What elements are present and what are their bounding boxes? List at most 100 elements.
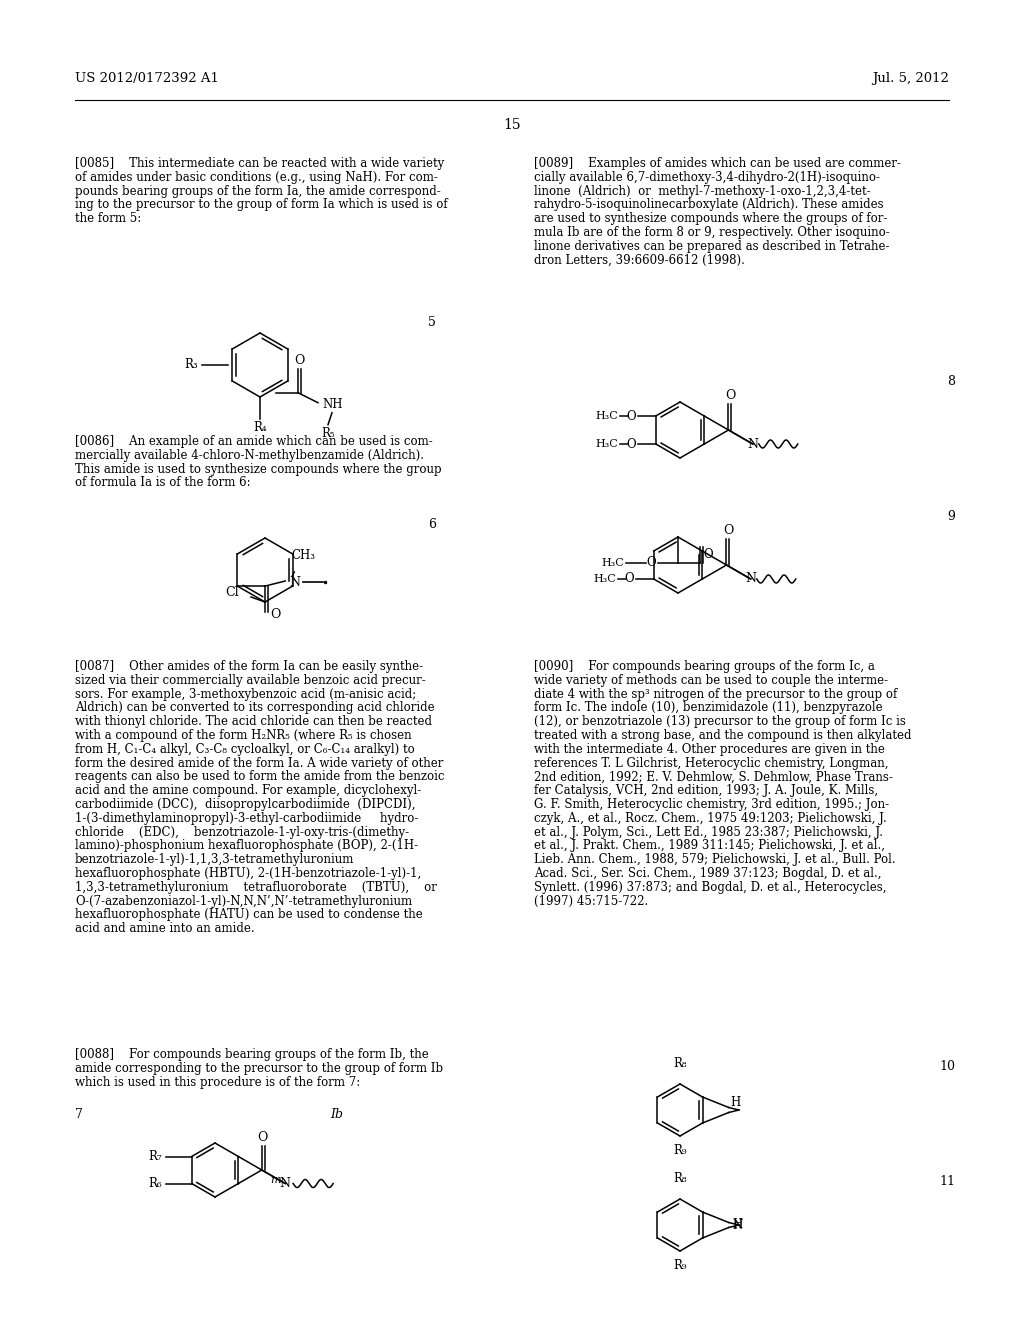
Text: hexafluorophosphate (HBTU), 2-(1H-benzotriazole-1-yl)-1,: hexafluorophosphate (HBTU), 2-(1H-benzot… (75, 867, 421, 880)
Text: acid and the amine compound. For example, dicyclohexyl-: acid and the amine compound. For example… (75, 784, 421, 797)
Text: O: O (725, 389, 735, 403)
Text: CH₃: CH₃ (291, 549, 315, 562)
Text: which is used in this procedure is of the form 7:: which is used in this procedure is of th… (75, 1076, 360, 1089)
Text: [0089]    Examples of amides which can be used are commer-: [0089] Examples of amides which can be u… (534, 157, 901, 170)
Text: [0085]    This intermediate can be reacted with a wide variety: [0085] This intermediate can be reacted … (75, 157, 444, 170)
Text: O: O (646, 557, 656, 569)
Text: R₇: R₇ (148, 1150, 162, 1163)
Text: 9: 9 (947, 510, 955, 523)
Text: R₄: R₄ (253, 421, 267, 434)
Text: US 2012/0172392 A1: US 2012/0172392 A1 (75, 73, 219, 84)
Text: linone derivatives can be prepared as described in Tetrahe-: linone derivatives can be prepared as de… (534, 240, 890, 253)
Text: Cl: Cl (225, 586, 239, 598)
Text: with the intermediate 4. Other procedures are given in the: with the intermediate 4. Other procedure… (534, 743, 885, 756)
Text: form the desired amide of the form Ia. A wide variety of other: form the desired amide of the form Ia. A… (75, 756, 443, 770)
Text: sized via their commercially available benzoic acid precur-: sized via their commercially available b… (75, 673, 426, 686)
Text: G. F. Smith, Heterocyclic chemistry, 3rd edition, 1995.; Jon-: G. F. Smith, Heterocyclic chemistry, 3rd… (534, 799, 889, 810)
Text: treated with a strong base, and the compound is then alkylated: treated with a strong base, and the comp… (534, 729, 911, 742)
Text: N: N (280, 1177, 291, 1191)
Text: N: N (290, 576, 300, 589)
Text: mula Ib are of the form 8 or 9, respectively. Other isoquino-: mula Ib are of the form 8 or 9, respecti… (534, 226, 890, 239)
Text: carbodiimide (DCC),  diisopropylcarbodiimide  (DIPCDI),: carbodiimide (DCC), diisopropylcarbodiim… (75, 799, 416, 810)
Text: R₆: R₆ (148, 1177, 162, 1191)
Text: 2nd edition, 1992; E. V. Dehmlow, S. Dehmlow, Phase Trans-: 2nd edition, 1992; E. V. Dehmlow, S. Deh… (534, 771, 893, 783)
Text: are used to synthesize compounds where the groups of for-: are used to synthesize compounds where t… (534, 213, 888, 226)
Text: H₃C: H₃C (595, 440, 617, 449)
Text: et al., J. Prakt. Chem., 1989 311:145; Pielichowski, J. et al.,: et al., J. Prakt. Chem., 1989 311:145; P… (534, 840, 885, 853)
Text: m: m (269, 1175, 281, 1185)
Text: dron Letters, 39:6609-6612 (1998).: dron Letters, 39:6609-6612 (1998). (534, 253, 744, 267)
Text: 1-(3-dimethylaminopropyl)-3-ethyl-carbodiimide     hydro-: 1-(3-dimethylaminopropyl)-3-ethyl-carbod… (75, 812, 419, 825)
Text: sors. For example, 3-methoxybenzoic acid (m-anisic acid;: sors. For example, 3-methoxybenzoic acid… (75, 688, 416, 701)
Text: NH: NH (322, 399, 342, 412)
Text: fer Catalysis, VCH, 2nd edition, 1993; J. A. Joule, K. Mills,: fer Catalysis, VCH, 2nd edition, 1993; J… (534, 784, 879, 797)
Text: N: N (745, 573, 757, 586)
Text: O: O (258, 1131, 268, 1144)
Text: 8: 8 (947, 375, 955, 388)
Text: O-(7-azabenzoniazol-1-yl)-N,N,N’,N’-tetramethyluronium: O-(7-azabenzoniazol-1-yl)-N,N,N’,N’-tetr… (75, 895, 412, 908)
Text: linone  (Aldrich)  or  methyl-7-methoxy-1-oxo-1,2,3,4-tet-: linone (Aldrich) or methyl-7-methoxy-1-o… (534, 185, 870, 198)
Text: mercially available 4-chloro-N-methylbenzamide (Aldrich).: mercially available 4-chloro-N-methylben… (75, 449, 424, 462)
Text: H₃C: H₃C (595, 411, 617, 421)
Text: (1997) 45:715-722.: (1997) 45:715-722. (534, 895, 648, 908)
Text: diate 4 with the sp³ nitrogen of the precursor to the group of: diate 4 with the sp³ nitrogen of the pre… (534, 688, 897, 701)
Text: chloride    (EDC),    benzotriazole-1-yl-oxy-tris-(dimethy-: chloride (EDC), benzotriazole-1-yl-oxy-t… (75, 825, 410, 838)
Text: O: O (294, 354, 304, 367)
Text: 5: 5 (428, 315, 436, 329)
Text: R₉: R₉ (673, 1259, 687, 1272)
Text: H₃C: H₃C (593, 574, 615, 583)
Text: with thionyl chloride. The acid chloride can then be reacted: with thionyl chloride. The acid chloride… (75, 715, 432, 729)
Text: Lieb. Ann. Chem., 1988, 579; Pielichowski, J. et al., Bull. Pol.: Lieb. Ann. Chem., 1988, 579; Pielichowsk… (534, 853, 896, 866)
Text: R₃: R₃ (184, 359, 198, 371)
Text: [0086]    An example of an amide which can be used is com-: [0086] An example of an amide which can … (75, 436, 433, 447)
Text: O: O (703, 549, 713, 561)
Text: R₅: R₅ (322, 426, 335, 440)
Text: reagents can also be used to form the amide from the benzoic: reagents can also be used to form the am… (75, 771, 444, 783)
Text: references T. L Gilchrist, Heterocyclic chemistry, Longman,: references T. L Gilchrist, Heterocyclic … (534, 756, 889, 770)
Text: of amides under basic conditions (e.g., using NaH). For com-: of amides under basic conditions (e.g., … (75, 170, 438, 183)
Text: wide variety of methods can be used to couple the interme-: wide variety of methods can be used to c… (534, 673, 888, 686)
Text: R₈: R₈ (673, 1172, 687, 1185)
Text: Jul. 5, 2012: Jul. 5, 2012 (872, 73, 949, 84)
Text: ing to the precursor to the group of form Ia which is used is of: ing to the precursor to the group of for… (75, 198, 447, 211)
Text: the form 5:: the form 5: (75, 213, 141, 226)
Text: Synlett. (1996) 37:873; and Bogdal, D. et al., Heterocycles,: Synlett. (1996) 37:873; and Bogdal, D. e… (534, 880, 887, 894)
Text: czyk, A., et al., Rocz. Chem., 1975 49:1203; Pielichowski, J.: czyk, A., et al., Rocz. Chem., 1975 49:1… (534, 812, 887, 825)
Text: pounds bearing groups of the form Ia, the amide correspond-: pounds bearing groups of the form Ia, th… (75, 185, 440, 198)
Text: hexafluorophosphate (HATU) can be used to condense the: hexafluorophosphate (HATU) can be used t… (75, 908, 423, 921)
Text: of formula Ia is of the form 6:: of formula Ia is of the form 6: (75, 477, 251, 490)
Text: O: O (624, 573, 634, 586)
Text: from H, C₁-C₄ alkyl, C₃-C₈ cycloalkyl, or C₆-C₁₄ aralkyl) to: from H, C₁-C₄ alkyl, C₃-C₈ cycloalkyl, o… (75, 743, 415, 756)
Text: (12), or benzotriazole (13) precursor to the group of form Ic is: (12), or benzotriazole (13) precursor to… (534, 715, 906, 729)
Text: cially available 6,7-dimethoxy-3,4-dihydro-2(1H)-isoquino-: cially available 6,7-dimethoxy-3,4-dihyd… (534, 170, 880, 183)
Text: lamino)-phosphonium hexafluorophosphate (BOP), 2-(1H-: lamino)-phosphonium hexafluorophosphate … (75, 840, 418, 853)
Text: 1,3,3-tetramethyluronium    tetrafluoroborate    (TBTU),    or: 1,3,3-tetramethyluronium tetrafluorobora… (75, 880, 437, 894)
Text: [0087]    Other amides of the form Ia can be easily synthe-: [0087] Other amides of the form Ia can b… (75, 660, 423, 673)
Text: rahydro-5-isoquinolinecarboxylate (Aldrich). These amides: rahydro-5-isoquinolinecarboxylate (Aldri… (534, 198, 884, 211)
Text: R₉: R₉ (673, 1144, 687, 1158)
Text: O: O (270, 607, 281, 620)
Text: et al., J. Polym, Sci., Lett Ed., 1985 23:387; Pielichowski, J.: et al., J. Polym, Sci., Lett Ed., 1985 2… (534, 825, 883, 838)
Text: Aldrich) can be converted to its corresponding acid chloride: Aldrich) can be converted to its corresp… (75, 701, 434, 714)
Text: H: H (733, 1218, 743, 1232)
Text: 11: 11 (939, 1175, 955, 1188)
Text: benzotriazole-1-yl)-1,1,3,3-tetramethyluronium: benzotriazole-1-yl)-1,1,3,3-tetramethylu… (75, 853, 354, 866)
Text: O: O (626, 409, 636, 422)
Text: [0090]    For compounds bearing groups of the form Ic, a: [0090] For compounds bearing groups of t… (534, 660, 874, 673)
Text: 6: 6 (428, 517, 436, 531)
Text: with a compound of the form H₂NR₅ (where R₅ is chosen: with a compound of the form H₂NR₅ (where… (75, 729, 412, 742)
Text: This amide is used to synthesize compounds where the group: This amide is used to synthesize compoun… (75, 462, 441, 475)
Text: Ib: Ib (330, 1107, 343, 1121)
Text: acid and amine into an amide.: acid and amine into an amide. (75, 923, 255, 935)
Text: form Ic. The indole (10), benzimidazole (11), benzpyrazole: form Ic. The indole (10), benzimidazole … (534, 701, 883, 714)
Text: Acad. Sci., Ser. Sci. Chem., 1989 37:123; Bogdal, D. et al.,: Acad. Sci., Ser. Sci. Chem., 1989 37:123… (534, 867, 882, 880)
Text: [0088]    For compounds bearing groups of the form Ib, the: [0088] For compounds bearing groups of t… (75, 1048, 429, 1061)
Text: H₃C: H₃C (601, 558, 624, 568)
Text: O: O (723, 524, 733, 537)
Text: 10: 10 (939, 1060, 955, 1073)
Text: amide corresponding to the precursor to the group of form Ib: amide corresponding to the precursor to … (75, 1061, 443, 1074)
Text: N: N (733, 1218, 743, 1232)
Text: H: H (731, 1096, 741, 1109)
Text: N: N (748, 437, 758, 450)
Text: 7: 7 (75, 1107, 83, 1121)
